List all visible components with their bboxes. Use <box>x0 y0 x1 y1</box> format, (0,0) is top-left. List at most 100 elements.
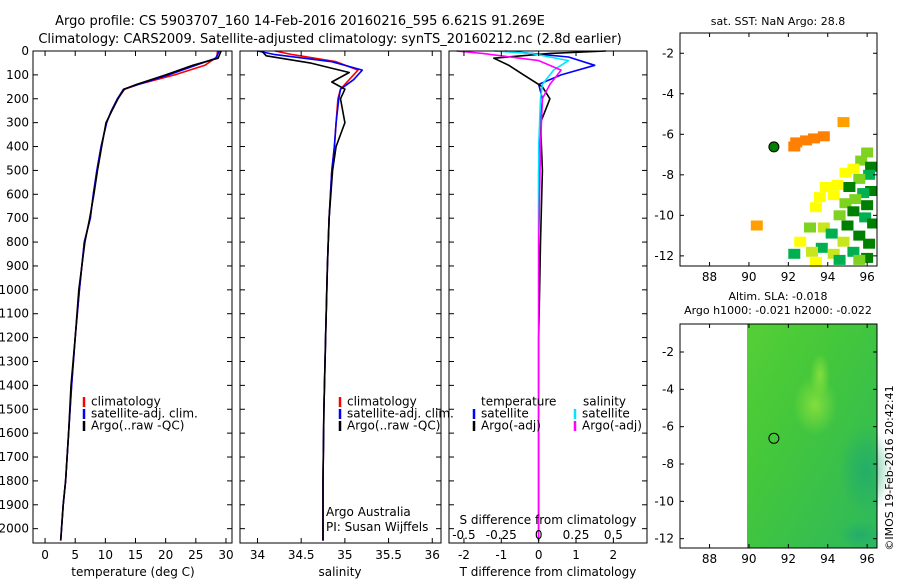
depth-tick-label: 300 <box>6 116 29 130</box>
depth-tick-label: 800 <box>6 235 29 249</box>
legend-climatology: climatology <box>347 395 417 409</box>
salinity-x-ticks: 34 34.5 35 35.5 36 <box>240 50 441 562</box>
map-y-tick-label: -6 <box>662 420 674 434</box>
x-tick-label: 10 <box>98 548 113 562</box>
salinity-diff-tick: -0.25 <box>486 528 517 542</box>
legend-sal-argo: Argo(-adj) <box>582 419 642 433</box>
legend-temp-satellite: satellite <box>481 407 529 421</box>
depth-tick-label: 900 <box>6 259 29 273</box>
x-tick-label: 35.5 <box>375 548 402 562</box>
depth-tick-label: 700 <box>6 211 29 225</box>
map-x-tick-label: 94 <box>820 270 835 284</box>
x-tick-label: 20 <box>158 548 173 562</box>
sst-cell <box>831 180 844 190</box>
map-y-tick-label: -10 <box>654 208 674 222</box>
title-line-1: Argo profile: CS 5903707_160 14-Feb-2016… <box>55 14 545 29</box>
map-y-tick-label: -8 <box>662 457 674 471</box>
sst-cell <box>847 246 860 257</box>
depth-tick-label: 1100 <box>0 307 29 321</box>
legend-salinity-title: salinity <box>583 395 626 409</box>
temperature-axes-frame <box>32 50 233 544</box>
sst-cell <box>865 186 877 196</box>
sla-map: Altim. SLA: -0.018 Argo h1000: -0.021 h2… <box>654 290 891 566</box>
annotation-pi: PI: Susan Wijffels <box>326 520 428 534</box>
temperature-x-ticks: 0 5 10 15 20 25 30 <box>33 50 234 562</box>
series-line-climatology <box>274 50 359 541</box>
depth-tick-label: 1900 <box>0 498 29 512</box>
sst-cell <box>833 210 846 221</box>
legend-climatology: climatology <box>91 395 161 409</box>
temperature-x-label: temperature (deg C) <box>71 565 194 579</box>
difference-x-ticks: -2 -1 0 1 2 <box>449 50 647 562</box>
map-y-tick-label: -4 <box>662 382 674 396</box>
x-tick-label: 5 <box>71 548 79 562</box>
sla-map-title-1: Altim. SLA: -0.018 <box>728 290 827 303</box>
sst-cell <box>813 192 826 203</box>
sst-cell <box>788 248 801 259</box>
sst-map: sat. SST: NaN Argo: 28.8 88 90 92 94 96 -2 -4 -… <box>654 15 878 284</box>
map-x-tick-label: 96 <box>860 552 875 566</box>
legend-argo: Argo(..raw -QC) <box>347 419 440 433</box>
sst-cell <box>849 194 862 205</box>
depth-tick-label: 200 <box>6 92 29 106</box>
series-line-salinity-satellite <box>493 50 570 541</box>
sla-map-ticks: 88 90 92 94 96 -2 -4 -6 -8 -10 -12 <box>654 324 877 566</box>
sst-cell <box>794 236 807 247</box>
sst-cell <box>808 133 820 144</box>
series-line-satellite-adj-clim- <box>59 50 221 541</box>
legend-temp-argo: Argo(-adj) <box>481 419 541 433</box>
x-tick-label: 0 <box>535 548 543 562</box>
map-x-tick-label: 88 <box>702 552 717 566</box>
x-tick-label: 34.5 <box>288 548 315 562</box>
sst-cell <box>861 147 874 158</box>
sst-cell <box>861 200 874 211</box>
sst-cell <box>827 248 840 259</box>
sst-map-title: sat. SST: NaN Argo: 28.8 <box>711 15 845 28</box>
sst-cell <box>809 202 822 213</box>
sst-cell <box>804 222 816 233</box>
sst-map-frame <box>679 32 878 267</box>
depth-tick-label: 100 <box>6 68 29 82</box>
series-line-climatology <box>59 50 219 541</box>
depth-tick-label: 1000 <box>0 283 29 297</box>
sst-cell <box>865 161 877 172</box>
map-x-tick-label: 90 <box>741 552 756 566</box>
sla-map-title-2: Argo h1000: -0.021 h2000: -0.022 <box>684 304 872 317</box>
difference-x-label: T difference from climatology <box>459 565 637 579</box>
legend-sal-satellite: satellite <box>582 407 630 421</box>
difference-panel: -2 -1 0 1 2 S difference from climatology -0… <box>448 50 648 579</box>
depth-y-ticks: 0 100 200 300 400 500 600 700 800 900 1000 1100 1200… <box>0 44 29 536</box>
map-y-tick-label: -4 <box>662 87 674 101</box>
sst-cells <box>750 117 877 267</box>
depth-tick-label: 1500 <box>0 402 29 416</box>
legend-satellite-adj: satellite-adj. clim. <box>91 407 198 421</box>
map-x-tick-label: 94 <box>820 552 835 566</box>
difference-axes-frame <box>448 50 648 544</box>
temperature-series <box>59 50 222 541</box>
salinity-x-label: salinity <box>318 565 361 579</box>
sst-cell <box>863 238 876 249</box>
salinity-panel: 34 34.5 35 35.5 36 salinity climatology sate… <box>239 50 454 579</box>
sst-cell <box>788 141 801 152</box>
depth-tick-label: 600 <box>6 187 29 201</box>
sst-cell <box>853 254 866 265</box>
temperature-legend: climatology satellite-adj. clim. Argo(..… <box>82 395 198 433</box>
x-tick-label: -2 <box>458 548 470 562</box>
series-line-satellite-adj-clim- <box>257 50 364 541</box>
salinity-diff-tick: -0.5 <box>452 528 475 542</box>
depth-tick-label: 1400 <box>0 378 29 392</box>
sst-cell <box>853 173 866 184</box>
x-tick-label: 1 <box>572 548 580 562</box>
x-tick-label: 30 <box>218 548 233 562</box>
sst-cell <box>817 131 830 142</box>
map-y-tick-label: -6 <box>662 127 674 141</box>
argo-float-marker <box>768 432 780 444</box>
depth-tick-label: 1800 <box>0 474 29 488</box>
sla-map-frame <box>679 323 878 549</box>
x-tick-label: 0 <box>41 548 49 562</box>
sst-cell <box>806 246 818 257</box>
salinity-diff-tick-labels: -0.5 -0.25 0 0.25 0.5 <box>452 528 623 542</box>
x-tick-label: 2 <box>610 548 618 562</box>
map-x-tick-label: 90 <box>741 270 756 284</box>
